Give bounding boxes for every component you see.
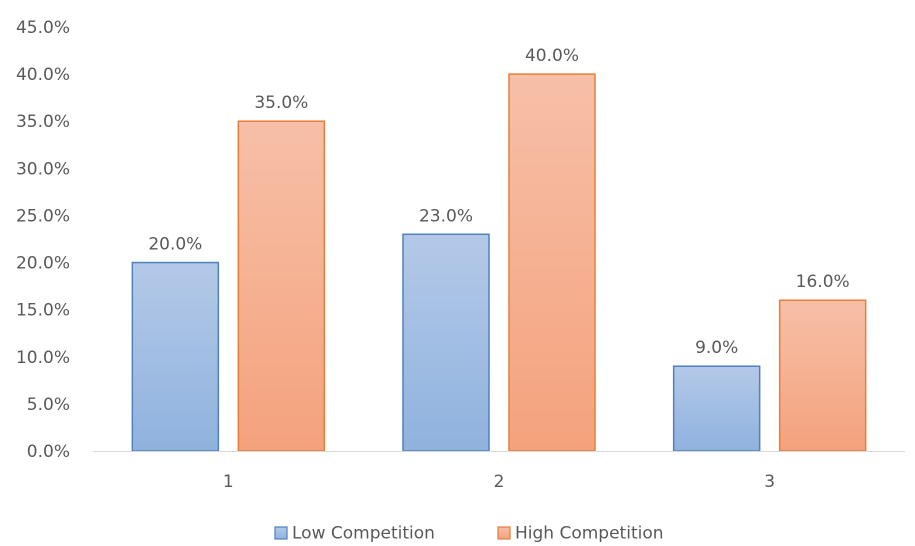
data-labels: 20.0% 35.0% 23.0% 40.0% 9.0% 16.0% xyxy=(148,46,849,358)
y-tick-label: 15.0% xyxy=(16,301,70,321)
data-label: 20.0% xyxy=(148,235,202,255)
y-tick-label: 20.0% xyxy=(16,254,70,274)
y-tick-label: 5.0% xyxy=(27,395,70,415)
data-label: 16.0% xyxy=(796,272,850,292)
x-tick-label: 3 xyxy=(764,472,775,492)
data-label: 23.0% xyxy=(419,206,473,226)
legend-swatch xyxy=(497,526,511,540)
data-label: 9.0% xyxy=(695,338,738,358)
x-tick-label: 1 xyxy=(223,472,234,492)
y-tick-label: 40.0% xyxy=(16,65,70,85)
legend-item-low: Low Competition xyxy=(274,524,435,544)
bar-high-competition xyxy=(508,73,596,452)
legend-label: Low Competition xyxy=(292,524,435,544)
data-label: 40.0% xyxy=(525,46,579,66)
y-tick-label: 0.0% xyxy=(27,442,70,462)
x-tick-label: 2 xyxy=(494,472,505,492)
data-label: 35.0% xyxy=(254,93,308,113)
bar-high-competition xyxy=(778,299,867,452)
y-tick-label: 25.0% xyxy=(16,206,70,226)
legend: Low Competition High Competition xyxy=(274,524,664,544)
legend-swatch xyxy=(274,526,288,540)
x-axis: 1 2 3 xyxy=(223,472,775,492)
bar-low-competition xyxy=(672,365,761,452)
bar-low-competition xyxy=(131,261,220,452)
y-tick-label: 10.0% xyxy=(16,348,70,368)
y-tick-label: 45.0% xyxy=(16,18,70,38)
bar-high-competition xyxy=(237,120,326,452)
bar-low-competition xyxy=(402,233,490,452)
y-tick-label: 30.0% xyxy=(16,159,70,179)
legend-item-high: High Competition xyxy=(497,524,664,544)
y-axis: 0.0% 5.0% 10.0% 15.0% 20.0% 25.0% 30.0% 35.0% 40… xyxy=(16,18,70,462)
legend-label: High Competition xyxy=(515,524,664,544)
y-tick-label: 35.0% xyxy=(16,112,70,132)
bars xyxy=(131,73,867,452)
